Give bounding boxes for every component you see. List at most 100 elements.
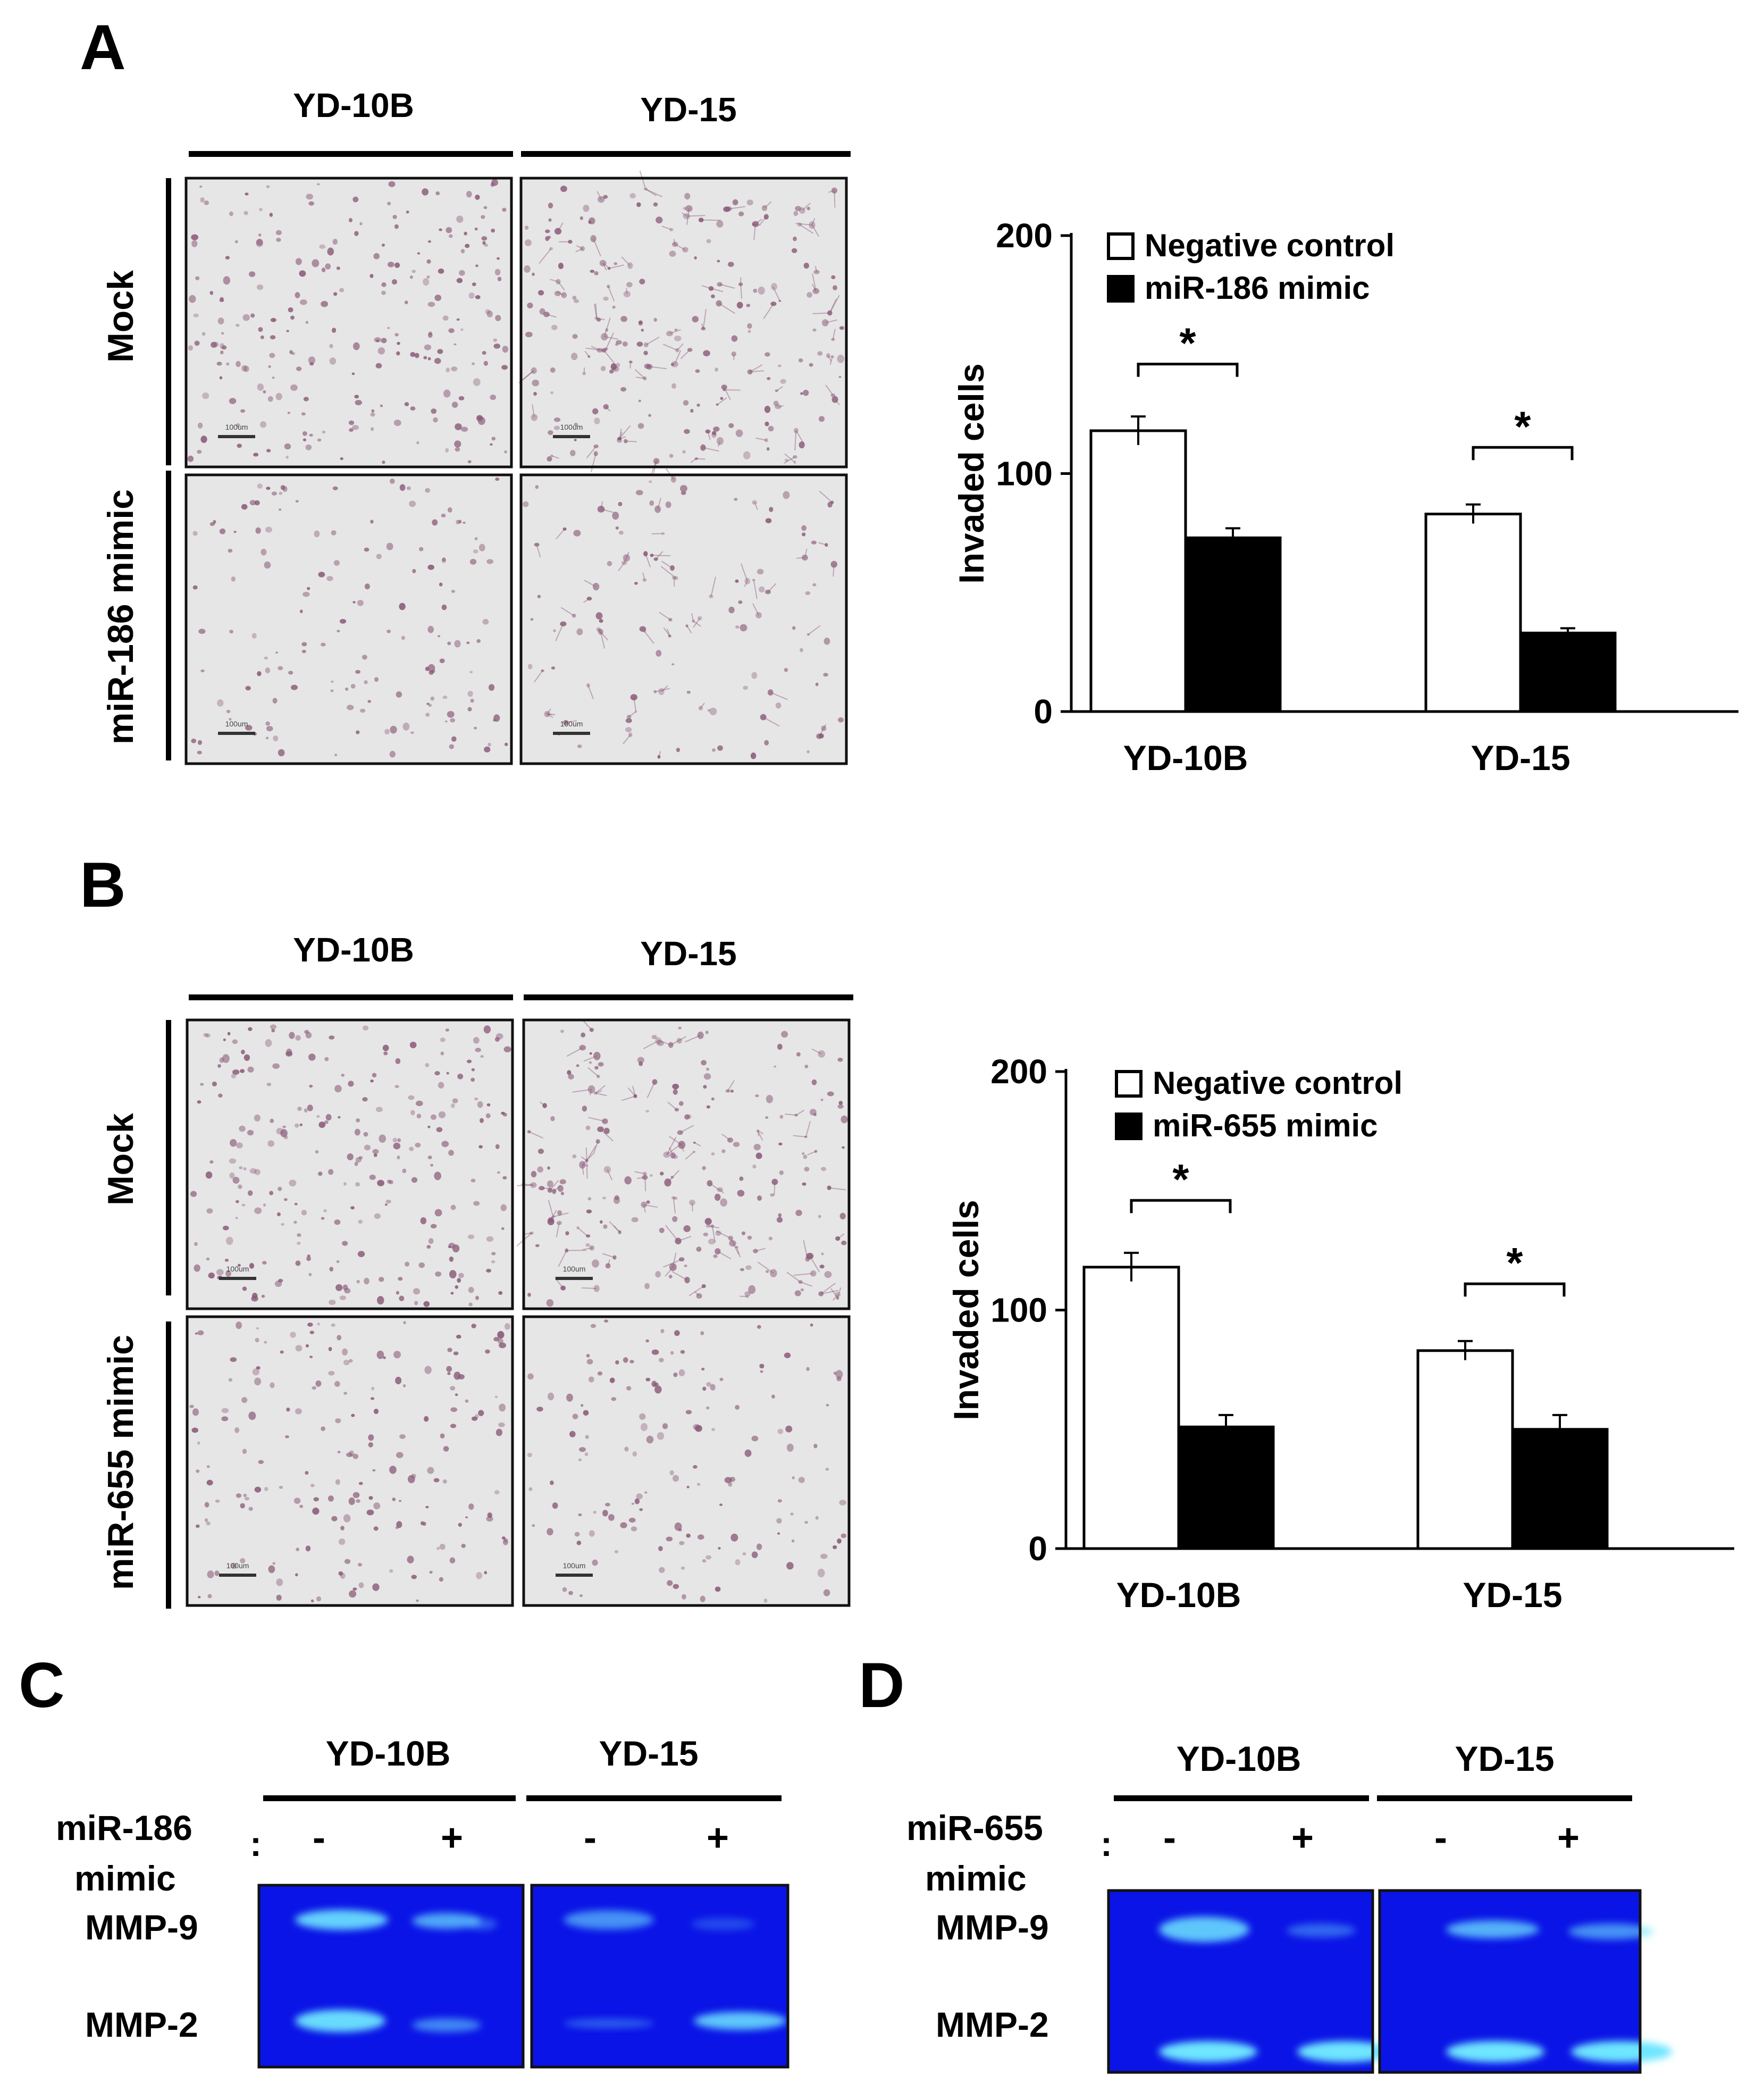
stained-cell bbox=[685, 1410, 692, 1415]
stained-cell bbox=[427, 1467, 434, 1474]
stained-cell bbox=[753, 1249, 758, 1253]
stained-cell bbox=[387, 327, 390, 329]
stained-cell bbox=[337, 1451, 341, 1453]
stained-cell bbox=[554, 228, 562, 235]
stained-cell bbox=[666, 331, 673, 337]
cell-process bbox=[686, 215, 705, 217]
stained-cell bbox=[443, 389, 451, 398]
stained-cell bbox=[708, 286, 714, 291]
stained-cell bbox=[337, 1335, 342, 1341]
stained-cell bbox=[648, 414, 651, 417]
stained-cell bbox=[270, 1024, 277, 1030]
cell-process bbox=[794, 430, 797, 451]
stained-cell bbox=[603, 296, 609, 301]
stained-cell bbox=[467, 460, 472, 464]
stained-cell bbox=[424, 1366, 432, 1374]
stained-cell bbox=[678, 1528, 682, 1532]
stained-cell bbox=[357, 1251, 365, 1257]
stained-cell bbox=[835, 1236, 841, 1241]
panel-a-row-label-mock: Mock bbox=[100, 270, 141, 363]
stained-cell bbox=[703, 1232, 709, 1236]
stained-cell bbox=[708, 1239, 716, 1245]
stained-cell bbox=[495, 478, 500, 481]
stained-cell bbox=[261, 548, 267, 556]
stained-cell bbox=[668, 1042, 674, 1048]
stained-cell bbox=[481, 215, 485, 219]
stained-cell bbox=[574, 1532, 580, 1537]
stained-cell bbox=[442, 696, 448, 699]
stained-cell bbox=[804, 1167, 810, 1172]
stained-cell bbox=[629, 193, 636, 199]
stained-cell bbox=[455, 1393, 458, 1396]
stained-cell bbox=[766, 447, 770, 451]
stained-cell bbox=[579, 1044, 586, 1051]
stained-cell bbox=[204, 1518, 208, 1523]
stained-cell bbox=[474, 1097, 478, 1101]
cell-process bbox=[609, 264, 624, 269]
stained-cell bbox=[450, 1103, 455, 1108]
stained-cell bbox=[351, 372, 355, 375]
stained-cell bbox=[694, 256, 697, 260]
cell-process bbox=[597, 191, 602, 200]
stained-cell bbox=[293, 1498, 301, 1504]
stained-cell bbox=[227, 1032, 231, 1036]
cell-process bbox=[547, 708, 551, 715]
stained-cell bbox=[793, 461, 796, 464]
micrograph-background bbox=[187, 1317, 513, 1605]
stained-cell bbox=[336, 266, 340, 270]
stained-cell bbox=[587, 1197, 592, 1201]
stained-cell bbox=[340, 457, 343, 461]
stained-cell bbox=[368, 1496, 373, 1500]
stained-cell bbox=[373, 1526, 379, 1531]
cell-process bbox=[547, 713, 553, 718]
stained-cell bbox=[241, 365, 248, 372]
stained-cell bbox=[755, 1152, 762, 1159]
stained-cell bbox=[376, 1296, 384, 1305]
stained-cell bbox=[650, 554, 654, 557]
stained-cell bbox=[757, 1325, 761, 1329]
stained-cell bbox=[475, 194, 480, 200]
stained-cell bbox=[735, 579, 739, 583]
panel-a-micrograph-yd10b-mimic: 100um bbox=[184, 473, 513, 765]
stained-cell bbox=[500, 1204, 507, 1211]
stained-cell bbox=[589, 1061, 592, 1064]
stained-cell bbox=[685, 205, 693, 212]
stained-cell bbox=[747, 1235, 752, 1240]
stained-cell bbox=[671, 383, 676, 389]
stained-cell bbox=[250, 313, 255, 318]
stained-cell bbox=[684, 193, 691, 200]
stained-cell bbox=[453, 1371, 461, 1380]
panel-c-col-label-yd10b: YD-10B bbox=[326, 1734, 451, 1773]
stained-cell bbox=[329, 357, 337, 365]
stained-cell bbox=[236, 361, 241, 367]
stained-cell bbox=[328, 1169, 334, 1175]
stained-cell bbox=[551, 666, 556, 670]
stained-cell bbox=[230, 1357, 237, 1362]
cell-process bbox=[719, 283, 735, 289]
stained-cell bbox=[270, 1118, 274, 1123]
stained-cell bbox=[461, 426, 468, 432]
stained-cell bbox=[340, 1573, 346, 1579]
stained-cell bbox=[678, 1369, 685, 1376]
stained-cell bbox=[603, 195, 608, 199]
stained-cell bbox=[675, 348, 679, 353]
stained-cell bbox=[278, 508, 282, 511]
stained-cell bbox=[531, 367, 537, 374]
stained-cell bbox=[466, 1059, 472, 1064]
cell-process bbox=[691, 613, 694, 622]
stained-cell bbox=[776, 1518, 782, 1524]
stained-cell bbox=[572, 1154, 577, 1159]
stained-cell bbox=[807, 633, 810, 636]
stained-cell bbox=[460, 328, 464, 331]
stained-cell bbox=[265, 721, 270, 726]
stained-cell bbox=[381, 290, 386, 295]
panel-a-micrograph-yd15-mock: 100um bbox=[518, 170, 848, 478]
stained-cell bbox=[480, 1055, 484, 1058]
stained-cell bbox=[778, 1213, 782, 1218]
stained-cell bbox=[284, 443, 291, 450]
stained-cell bbox=[264, 561, 271, 569]
stained-cell bbox=[434, 358, 441, 364]
cell-process bbox=[593, 238, 601, 257]
stained-cell bbox=[830, 393, 836, 397]
stained-cell bbox=[295, 258, 302, 265]
